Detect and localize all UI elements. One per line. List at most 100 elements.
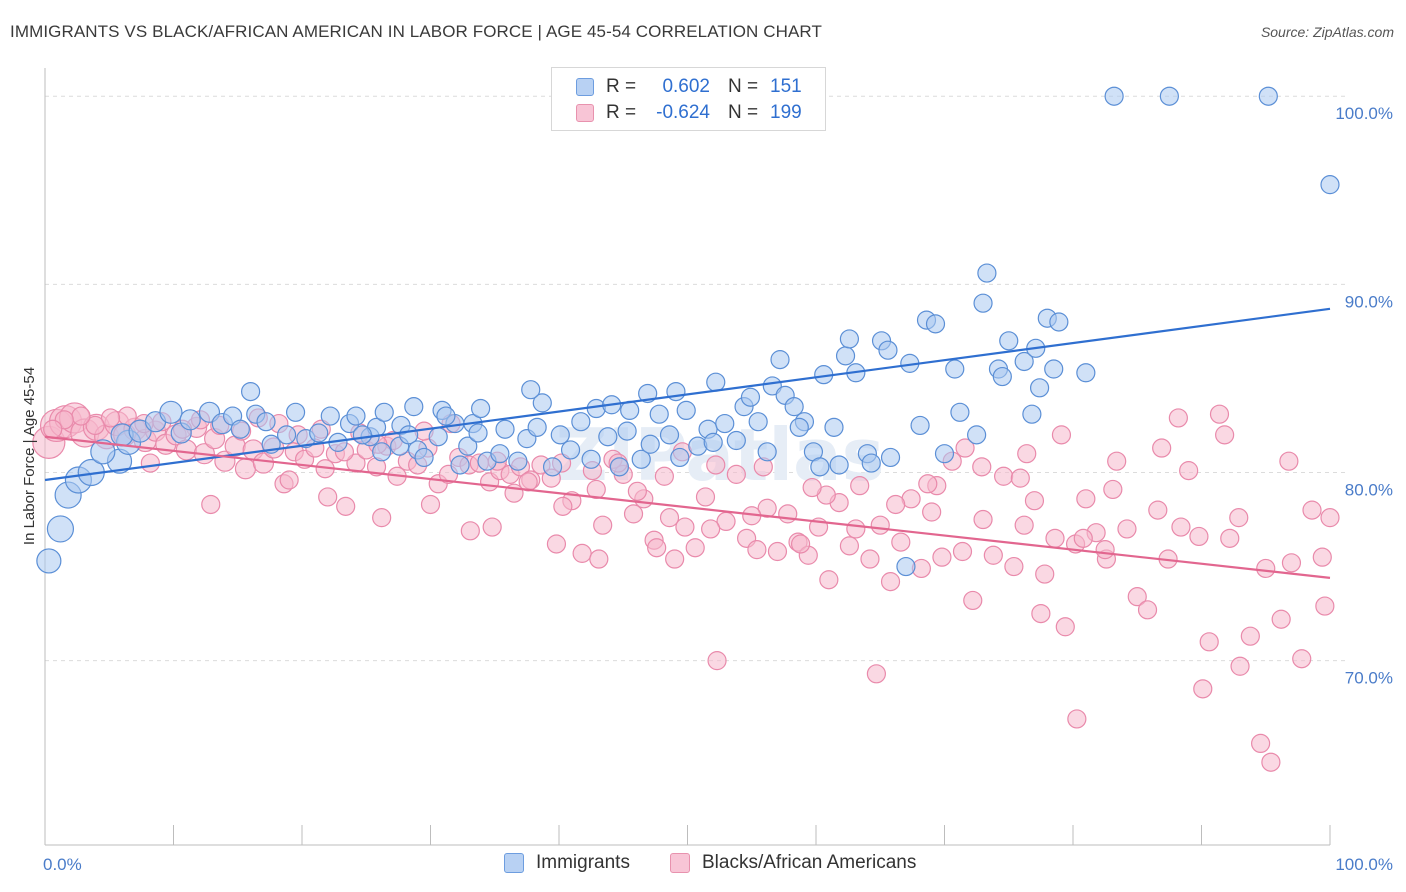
legend-n-label: N = [728, 102, 759, 123]
immigrants-point [276, 425, 297, 445]
immigrants-point [352, 425, 372, 445]
x-tick-label-end: 100.0% [1335, 855, 1393, 874]
blacks-point [279, 470, 299, 490]
blacks-point [1302, 500, 1322, 520]
immigrants-point [256, 412, 276, 432]
blacks-point [1017, 444, 1037, 464]
trend-line-blacks [44, 435, 1331, 579]
immigrants-point [757, 442, 777, 462]
immigrants-point [861, 453, 881, 473]
blacks-point [972, 457, 992, 477]
immigrants-point [159, 400, 183, 424]
blacks-point [140, 453, 160, 473]
immigrants-point [878, 340, 898, 360]
blacks-point [1320, 508, 1340, 528]
immigrants-point [309, 423, 329, 443]
blacks-point [802, 477, 822, 498]
immigrants-point [598, 427, 618, 447]
immigrants-point [90, 439, 116, 465]
blacks-point [1281, 553, 1302, 573]
blacks-point [870, 515, 890, 535]
blacks-point [973, 509, 993, 530]
immigrants-point [1044, 359, 1064, 379]
immigrants-point [715, 413, 735, 434]
blacks-point [372, 508, 392, 528]
legend-n-label: N = [728, 76, 759, 97]
immigrants-point [508, 451, 528, 471]
legend-n-value: 199 [770, 102, 802, 123]
immigrants-point [458, 436, 478, 456]
blacks-point [665, 549, 685, 569]
immigrants-point [46, 515, 75, 543]
series-immigrants-points [36, 86, 1340, 577]
immigrants-point [967, 425, 987, 445]
blacks-point [952, 541, 973, 562]
blacks-point [886, 494, 906, 515]
blacks-point [922, 502, 942, 522]
blacks-point [778, 504, 798, 524]
blacks-point [1067, 709, 1087, 729]
immigrants-point [748, 412, 768, 432]
blacks-point [880, 572, 901, 592]
immigrants-point [1258, 86, 1278, 106]
legend-row-immigrants: R = 0.602 N = 151 [552, 74, 802, 100]
blacks-point [757, 498, 777, 518]
immigrants-point [320, 406, 340, 426]
blacks-point [1024, 491, 1045, 511]
blacks-point [1271, 609, 1291, 629]
immigrants-point [977, 263, 997, 283]
immigrants-point [703, 432, 723, 452]
y-tick-label: 80.0% [1345, 480, 1393, 499]
y-tick-label: 90.0% [1345, 292, 1393, 311]
immigrants-point [659, 425, 680, 445]
blacks-point [1148, 500, 1168, 520]
immigrants-point [640, 434, 660, 454]
blacks-point [593, 515, 613, 535]
chart-title: IMMIGRANTS VS BLACK/AFRICAN AMERICAN IN … [10, 22, 822, 41]
blacks-point [336, 496, 356, 516]
blacks-point [627, 481, 647, 501]
immigrants-point [609, 457, 629, 477]
blacks-point [955, 438, 975, 458]
blacks-point [1103, 479, 1123, 500]
blacks-point [482, 517, 502, 537]
legend-item-blacks[interactable]: Blacks/African Americans [670, 852, 916, 874]
immigrants-point [571, 412, 591, 432]
immigrants-point [436, 406, 456, 426]
blacks-point [647, 538, 667, 558]
blacks-point [1045, 528, 1065, 548]
tick-labels: 70.0% 80.0% 90.0% 100.0% 0.0% 100.0% [43, 104, 1393, 874]
legend-r-label: R = [606, 76, 637, 97]
trend-line-immigrants [44, 307, 1331, 482]
immigrants-point [992, 366, 1012, 387]
blacks-point [43, 419, 63, 439]
immigrants-point [649, 404, 669, 424]
legend-item-immigrants[interactable]: Immigrants [504, 852, 630, 874]
blacks-point [1117, 519, 1137, 539]
immigrants-point [372, 442, 392, 462]
immigrants-point [973, 293, 993, 313]
blacks-point [1171, 517, 1191, 537]
immigrants-point [726, 430, 746, 451]
blacks-point [819, 570, 839, 590]
blacks-point [1073, 528, 1093, 548]
blacks-point [1076, 489, 1096, 509]
y-tick-label: 100.0% [1335, 104, 1393, 123]
legend-row-blacks: R = -0.624 N = 199 [552, 100, 802, 126]
immigrants-point [471, 398, 491, 419]
blacks-point [1127, 587, 1147, 607]
immigrants-point [495, 419, 515, 439]
blacks-point [1004, 556, 1024, 577]
immigrants-point [527, 417, 547, 437]
blacks-point [252, 452, 275, 474]
blacks-point [695, 487, 716, 507]
stats-legend: R = 0.602 N = 151 R = -0.624 N = 199 [551, 67, 826, 131]
immigrants-point [934, 444, 955, 464]
gridlines [45, 95, 1345, 662]
immigrants-point [638, 383, 658, 404]
blacks-point [318, 487, 338, 507]
blacks-point [994, 466, 1014, 486]
blacks-point [85, 415, 105, 436]
blacks-point [572, 543, 592, 563]
immigrants-point [1029, 378, 1050, 398]
